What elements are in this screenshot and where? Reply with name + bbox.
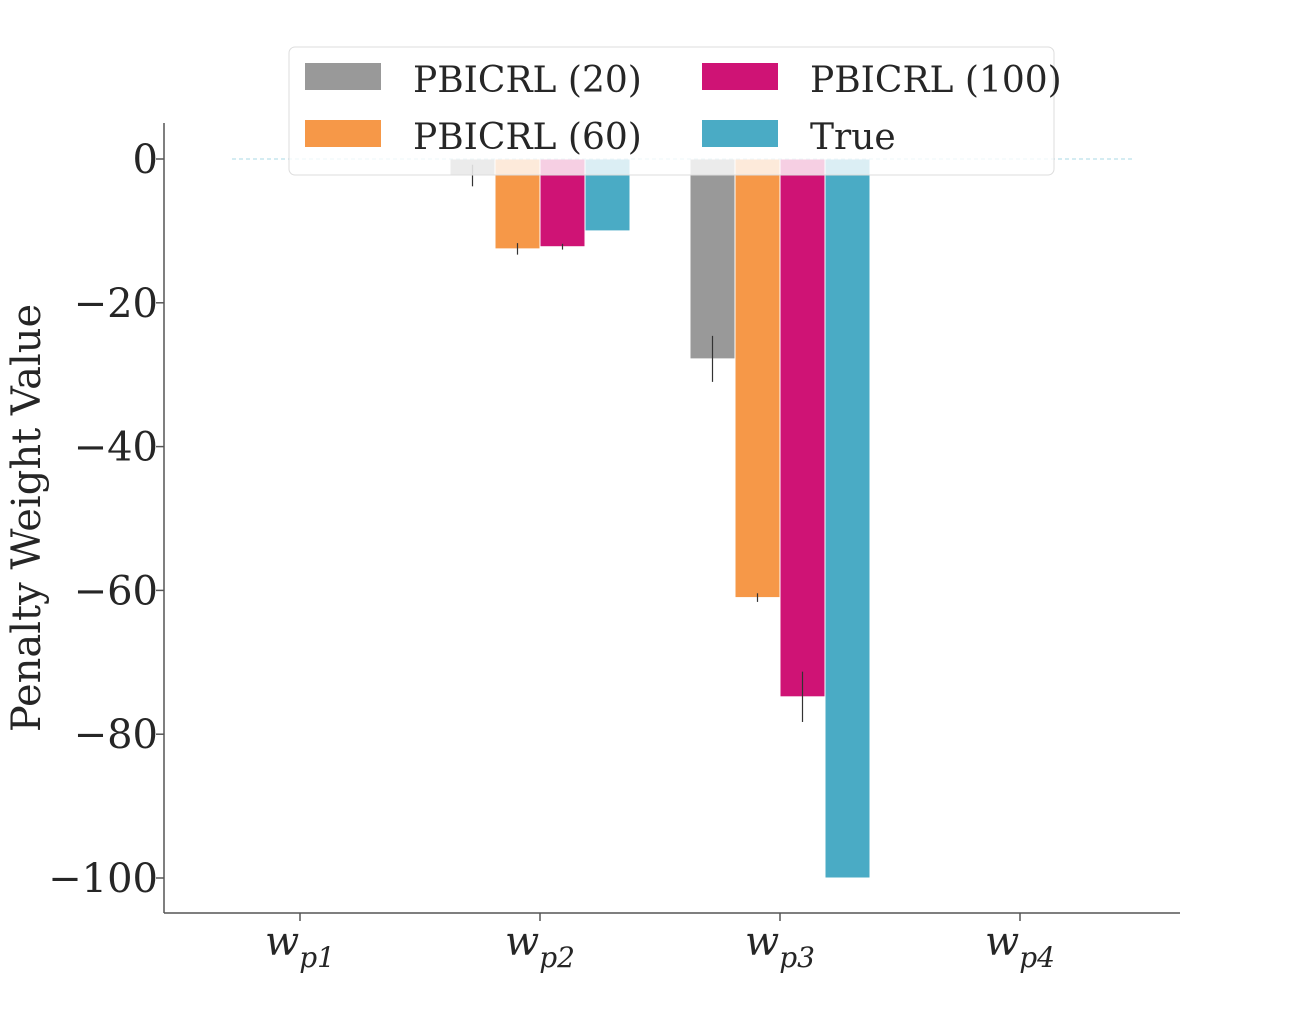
x-tick-label: wp1 — [265, 919, 335, 974]
legend-label: True — [810, 117, 896, 158]
bar-pbicrl-100-2 — [779, 158, 826, 698]
legend-label: PBICRL (100) — [810, 60, 1062, 101]
x-tick-label: wp2 — [505, 919, 575, 974]
legend-frame — [288, 46, 1055, 176]
y-tick-label: −60 — [74, 568, 158, 614]
y-tick-label: 0 — [133, 137, 158, 183]
x-ticks: wp1 wp2 wp3 wp4 — [265, 913, 1055, 974]
legend-swatch — [702, 120, 778, 147]
y-axis-label: Penalty Weight Value — [4, 304, 50, 732]
legend-label: PBICRL (20) — [413, 60, 642, 101]
bar-true-2 — [824, 158, 871, 879]
y-tick-label: −100 — [48, 856, 158, 902]
y-tick-label: −80 — [74, 712, 158, 758]
legend: PBICRL (20) PBICRL (60) PBICRL (100) True — [288, 46, 1062, 176]
bar-pbicrl-20-2 — [689, 158, 736, 360]
x-tick-label: wp3 — [745, 919, 815, 974]
bar-pbicrl-60-2 — [734, 158, 781, 599]
x-tick-label: wp4 — [985, 919, 1055, 974]
y-ticks: 0 −20 −40 −60 −80 −100 — [48, 137, 164, 902]
legend-label: PBICRL (60) — [413, 117, 642, 158]
legend-swatch — [702, 63, 778, 90]
bars-layer — [449, 158, 871, 879]
y-tick-label: −40 — [74, 425, 158, 471]
y-tick-label: −20 — [74, 281, 158, 327]
legend-swatch — [305, 120, 381, 147]
legend-swatch — [305, 63, 381, 90]
